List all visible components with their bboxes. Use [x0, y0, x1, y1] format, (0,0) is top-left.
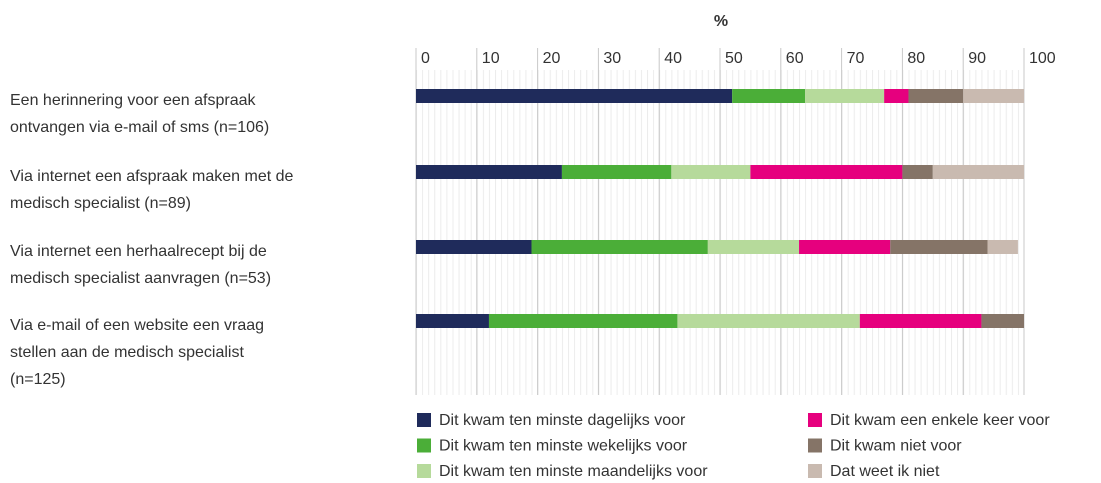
bar-segment [416, 165, 562, 179]
bar-segment [750, 165, 903, 179]
bar-segment [677, 314, 860, 328]
legend-label: Dat weet ik niet [830, 463, 940, 480]
x-tick-label: 80 [907, 50, 925, 67]
bar-segment [902, 165, 933, 179]
category-label: Een herinnering voor een afspraak ontvan… [10, 92, 270, 136]
bar-segment [859, 314, 982, 328]
legend-label: Dit kwam ten minste dagelijks voor [439, 412, 686, 429]
legend-swatch [808, 464, 822, 478]
legend-label: Dit kwam ten minste maandelijks voor [439, 463, 708, 480]
legend-swatch [417, 413, 431, 427]
bar-segment [932, 165, 1024, 179]
bar-segment [799, 240, 891, 254]
legend-swatch [417, 464, 431, 478]
x-tick-label: 70 [847, 50, 865, 67]
legend-label: Dit kwam een enkele keer voor [830, 412, 1050, 429]
bar-segment [963, 89, 1024, 103]
legend-swatch [808, 413, 822, 427]
bar-segment [416, 314, 489, 328]
category-label: Via internet een herhaalrecept bij de me… [10, 243, 272, 287]
legend-label: Dit kwam niet voor [830, 438, 962, 455]
bar-segment [488, 314, 678, 328]
bar-segment [890, 240, 988, 254]
bar-segment [561, 165, 672, 179]
bar-segment [416, 240, 532, 254]
x-axis-label: % [714, 13, 728, 30]
bar-segment [805, 89, 885, 103]
category-label: Via e-mail of een website een vraag stel… [10, 317, 265, 388]
bar-segment [671, 165, 751, 179]
legend-swatch [808, 438, 822, 453]
x-tick-label: 90 [968, 50, 986, 67]
x-tick-label: 20 [543, 50, 561, 67]
legend-label: Dit kwam ten minste wekelijks voor [439, 438, 688, 455]
category-label: Via internet een afspraak maken met de m… [10, 168, 294, 212]
x-tick-label: 30 [603, 50, 621, 67]
x-tick-label: 10 [482, 50, 500, 67]
bar-segment [416, 89, 733, 103]
x-tick-label: 50 [725, 50, 743, 67]
bar-segment [531, 240, 708, 254]
x-tick-label: 60 [786, 50, 804, 67]
bar-segment [707, 240, 800, 254]
bar-segment [908, 89, 964, 103]
x-tick-label: 40 [664, 50, 682, 67]
x-tick-label: 100 [1029, 50, 1056, 67]
legend-swatch [417, 438, 431, 453]
bar-segment [732, 89, 806, 103]
x-tick-label: 0 [421, 50, 430, 67]
bar-segment [981, 314, 1024, 328]
bar-segment [987, 240, 1018, 254]
bar-segment [884, 89, 909, 103]
